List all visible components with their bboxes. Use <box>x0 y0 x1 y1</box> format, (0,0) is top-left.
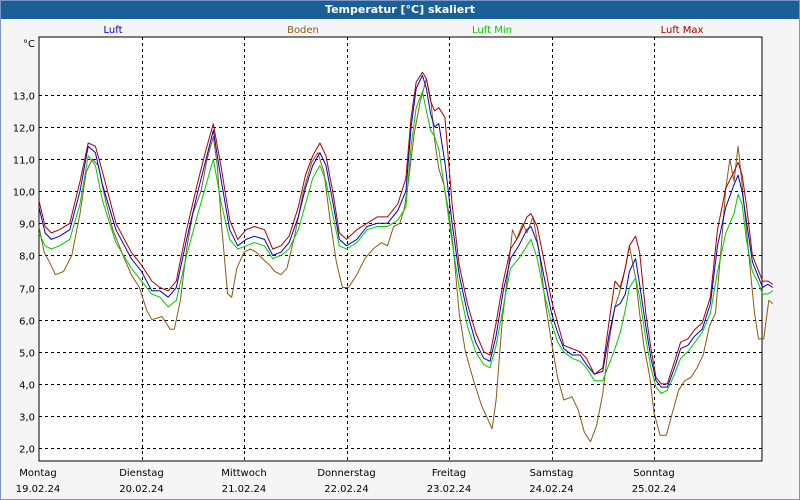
y-axis-unit: °C <box>23 39 35 50</box>
x-tick-date: 22.02.24 <box>324 484 369 495</box>
legend-item-boden: Boden <box>287 25 319 36</box>
x-tick-date: 20.02.24 <box>119 484 164 495</box>
y-tick-label: 7,0 <box>19 285 35 296</box>
series-line-luft-max <box>38 71 774 385</box>
legend-item-luft-max: Luft Max <box>661 25 704 36</box>
y-tick-label: 12,0 <box>13 124 35 135</box>
x-tick-weekday: Sonntag <box>633 468 675 479</box>
y-tick-label: 8,0 <box>19 252 35 263</box>
series-lines <box>38 71 774 443</box>
y-tick-label: 5,0 <box>19 349 35 360</box>
plot-area <box>38 36 763 462</box>
x-tick-date: 21.02.24 <box>222 484 267 495</box>
y-tick-label: 2,0 <box>19 445 35 456</box>
x-tick-weekday: Donnerstag <box>317 468 375 479</box>
x-tick-date: 25.02.24 <box>632 484 677 495</box>
x-tick-date: 19.02.24 <box>16 484 61 495</box>
y-tick-label: 4,0 <box>19 381 35 392</box>
axes: 2,0 3,0 4,0 5,0 6,0 7,0 8,0 9,0 10,0 11,0 12,0 13,0… <box>13 39 677 495</box>
y-tick-label: 13,0 <box>13 92 35 103</box>
series-line-luft-min <box>38 91 774 394</box>
x-tick-weekday: Mittwoch <box>221 468 266 479</box>
y-tick-label: 3,0 <box>19 413 35 424</box>
y-tick-label: 9,0 <box>19 220 35 231</box>
y-tick-label: 10,0 <box>13 188 35 199</box>
legend: Luft Boden Luft Min Luft Max <box>104 25 704 36</box>
grid <box>38 36 763 462</box>
y-tick-label: 6,0 <box>19 317 35 328</box>
x-tick-date: 23.02.24 <box>427 484 472 495</box>
x-tick-weekday: Montag <box>19 468 56 479</box>
x-tick-weekday: Samstag <box>530 468 574 479</box>
legend-item-luft: Luft <box>104 25 123 36</box>
legend-item-luft-min: Luft Min <box>472 25 512 36</box>
x-tick-date: 24.02.24 <box>529 484 574 495</box>
series-line-luft <box>38 75 774 388</box>
x-tick-weekday: Dienstag <box>119 468 164 479</box>
x-tick-weekday: Freitag <box>432 468 466 479</box>
y-tick-label: 11,0 <box>13 156 35 167</box>
chart-title: Temperatur [°C] skaliert <box>1 1 799 19</box>
series-line-boden <box>38 78 774 443</box>
